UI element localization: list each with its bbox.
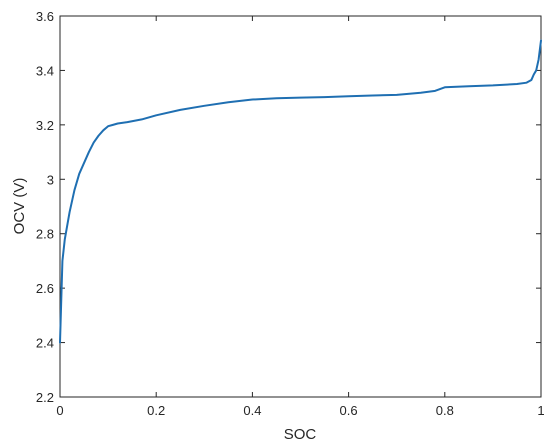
y-tick-label: 3.4 [36,63,54,78]
x-tick-label: 0.6 [340,403,358,418]
x-tick-label: 1 [537,403,544,418]
y-axis-ticks: 2.2 2.4 2.6 2.8 3 3.2 3.4 3.6 [36,9,541,405]
y-tick-label: 2.4 [36,336,54,351]
y-axis-label: OCV (V) [11,178,28,235]
y-tick-label: 2.8 [36,227,54,242]
x-tick-label: 0.4 [243,403,261,418]
plot-area [59,15,542,398]
y-tick-label: 3.6 [36,9,54,24]
series-line [59,39,542,344]
y-tick-label: 2.2 [36,390,54,405]
y-tick-label: 3.2 [36,118,54,133]
x-tick-label: 0.2 [147,403,165,418]
x-axis-label: SOC [284,426,317,443]
x-tick-label: 0.8 [436,403,454,418]
x-tick-label: 0 [56,403,63,418]
y-tick-label: 3 [47,172,54,187]
y-tick-label: 2.6 [36,281,54,296]
x-axis-ticks: 0 0.2 0.4 0.6 0.8 1 [56,16,545,418]
